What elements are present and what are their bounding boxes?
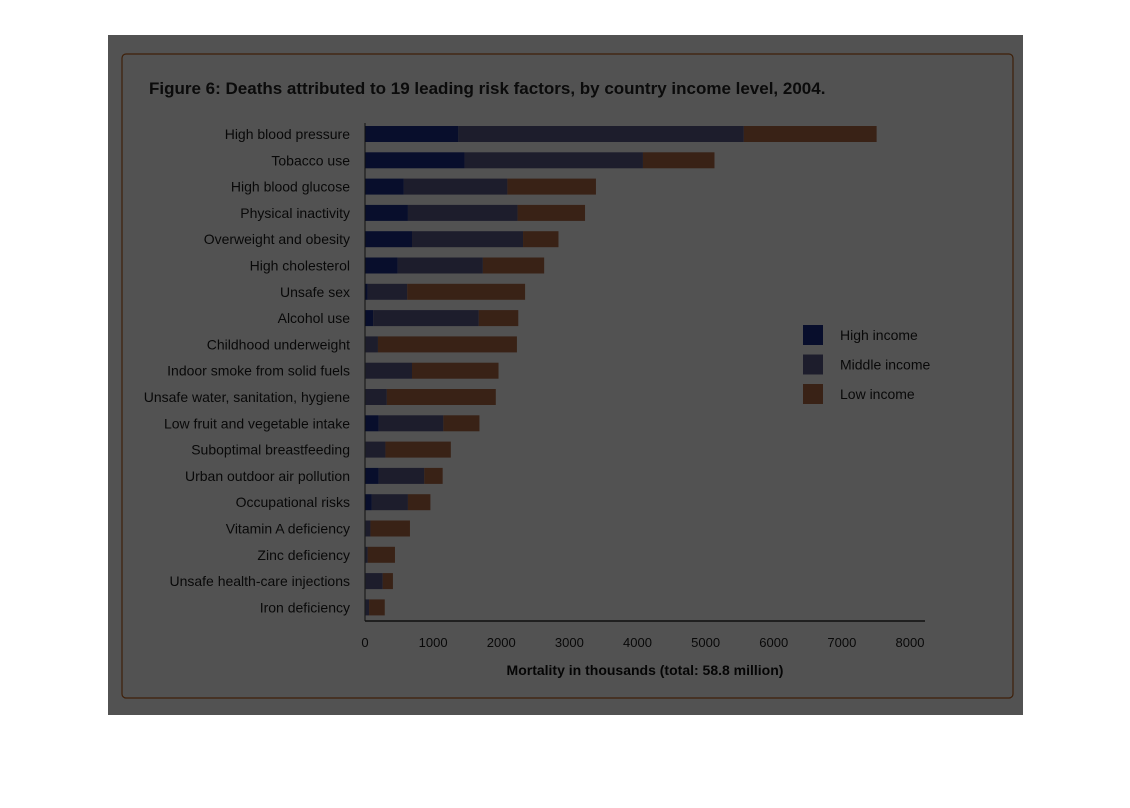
bar-segment-high-income: [365, 152, 465, 169]
category-label: High blood pressure: [225, 126, 351, 142]
bar-segment-middle-income: [458, 126, 744, 142]
bar-segment-middle-income: [412, 231, 524, 248]
bar-segment-middle-income: [464, 152, 643, 169]
bar-segment-middle-income: [403, 178, 508, 195]
category-label: Low fruit and vegetable intake: [164, 415, 350, 431]
category-label: Physical inactivity: [240, 205, 350, 221]
x-tick-label: 5000: [691, 635, 720, 650]
bar-segment-high-income: [365, 257, 398, 274]
bar-segment-low-income: [367, 546, 395, 563]
x-axis-label: Mortality in thousands (total: 58.8 mill…: [507, 662, 784, 678]
bar-segment-low-income: [382, 573, 393, 590]
bar-segment-low-income: [377, 336, 517, 353]
category-label: Indoor smoke from solid fuels: [167, 363, 350, 379]
x-tick-label: 6000: [759, 635, 788, 650]
x-tick-label: 3000: [555, 635, 584, 650]
bar-segment-middle-income: [365, 362, 413, 379]
bar-segment-low-income: [478, 310, 519, 327]
bar-segment-high-income: [365, 126, 459, 142]
bar-segment-high-income: [365, 310, 374, 327]
bar-segment-low-income: [385, 441, 451, 458]
legend-swatch: [803, 384, 823, 404]
bar-segment-low-income: [412, 362, 499, 379]
bar-segment-low-income: [743, 126, 877, 142]
bar-segment-low-income: [517, 204, 586, 221]
bar-segment-low-income: [523, 231, 559, 248]
bar-segment-high-income: [365, 467, 379, 484]
bar-segment-high-income: [365, 494, 372, 511]
bar-segment-low-income: [482, 257, 545, 274]
category-label: Suboptimal breastfeeding: [191, 442, 350, 458]
category-label: Unsafe health-care injections: [169, 573, 350, 589]
bar-segment-low-income: [407, 494, 431, 511]
x-tick-label: 1000: [419, 635, 448, 650]
legend: High income Middle income Low income: [803, 325, 930, 404]
category-labels: High blood pressure Tobacco use High blood…: [144, 126, 350, 615]
bar-segment-middle-income: [371, 494, 408, 511]
category-label: Vitamin A deficiency: [226, 521, 350, 537]
bar-segment-low-income: [424, 467, 443, 484]
bar-segment-middle-income: [365, 599, 370, 616]
category-label: Iron deficiency: [260, 599, 350, 615]
x-tick-label: 4000: [623, 635, 652, 650]
category-label: Childhood underweight: [207, 336, 350, 352]
x-tick-label: 0: [361, 635, 368, 650]
bar-segment-middle-income: [378, 467, 425, 484]
bar-segment-middle-income: [397, 257, 483, 274]
x-tick-label: 7000: [827, 635, 856, 650]
x-tick-label: 2000: [487, 635, 516, 650]
category-label: Zinc deficiency: [257, 547, 350, 563]
legend-swatch: [803, 325, 823, 345]
bars-layer: [365, 126, 877, 616]
bar-segment-low-income: [407, 283, 526, 300]
bar-segment-middle-income: [407, 204, 518, 221]
bar-segment-middle-income: [365, 336, 378, 353]
bar-segment-high-income: [365, 231, 413, 248]
chart-svg: Figure 6: Deaths attributed to 19 leadin…: [121, 53, 1014, 699]
x-tick-label: 8000: [896, 635, 925, 650]
category-label: Occupational risks: [236, 494, 350, 510]
bar-segment-high-income: [365, 204, 408, 221]
bar-segment-middle-income: [365, 573, 383, 590]
category-label: Tobacco use: [271, 152, 350, 168]
category-label: High cholesterol: [250, 258, 350, 274]
bar-segment-middle-income: [365, 389, 387, 405]
category-label: Unsafe water, sanitation, hygiene: [144, 389, 350, 405]
x-tick-labels: 0 1000 2000 3000 4000 5000 6000 7000 8000: [361, 635, 924, 650]
category-label: Unsafe sex: [280, 284, 350, 300]
category-label: Urban outdoor air pollution: [185, 468, 350, 484]
category-label: High blood glucose: [231, 179, 350, 195]
bar-segment-low-income: [370, 520, 410, 537]
legend-label: Middle income: [840, 357, 930, 373]
bar-segment-middle-income: [367, 283, 408, 300]
category-label: Alcohol use: [278, 310, 351, 326]
bar-segment-low-income: [369, 599, 385, 616]
bar-segment-low-income: [386, 389, 496, 405]
bar-segment-middle-income: [365, 441, 386, 458]
bar-segment-middle-income: [373, 310, 479, 327]
bar-segment-middle-income: [365, 546, 368, 563]
bar-segment-high-income: [365, 178, 404, 195]
bar-segment-low-income: [507, 178, 596, 195]
legend-label: Low income: [840, 386, 915, 402]
bar-segment-middle-income: [365, 520, 371, 537]
bar-segment-low-income: [642, 152, 715, 169]
chart-title: Figure 6: Deaths attributed to 19 leadin…: [149, 79, 825, 98]
legend-swatch: [803, 354, 823, 375]
category-label: Overweight and obesity: [204, 231, 350, 247]
bar-segment-low-income: [443, 415, 480, 432]
bar-segment-high-income: [365, 415, 379, 432]
bar-segment-middle-income: [378, 415, 444, 432]
chart-frame: Figure 6: Deaths attributed to 19 leadin…: [108, 35, 1023, 715]
legend-label: High income: [840, 327, 918, 343]
